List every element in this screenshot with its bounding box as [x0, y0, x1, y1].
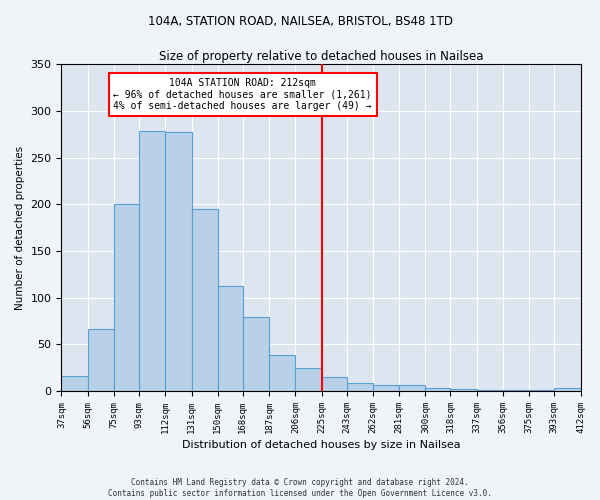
Text: 104A STATION ROAD: 212sqm
← 96% of detached houses are smaller (1,261)
4% of sem: 104A STATION ROAD: 212sqm ← 96% of detac… [113, 78, 372, 112]
Bar [476, 390, 503, 391]
Bar [503, 390, 529, 391]
Bar [114, 204, 139, 391]
Bar [295, 368, 322, 391]
Y-axis label: Number of detached properties: Number of detached properties [15, 146, 25, 310]
X-axis label: Distribution of detached houses by size in Nailsea: Distribution of detached houses by size … [182, 440, 460, 450]
Bar [529, 390, 554, 391]
Bar [399, 386, 425, 391]
Bar [191, 209, 218, 391]
Bar [61, 376, 88, 391]
Bar [165, 132, 191, 391]
Bar [218, 286, 243, 391]
Bar [347, 382, 373, 391]
Title: Size of property relative to detached houses in Nailsea: Size of property relative to detached ho… [159, 50, 483, 63]
Bar [425, 388, 451, 391]
Bar [373, 384, 399, 391]
Bar [243, 318, 269, 391]
Bar [88, 328, 114, 391]
Text: 104A, STATION ROAD, NAILSEA, BRISTOL, BS48 1TD: 104A, STATION ROAD, NAILSEA, BRISTOL, BS… [148, 15, 452, 28]
Bar [322, 377, 347, 391]
Bar [139, 132, 165, 391]
Bar [554, 388, 581, 391]
Bar [269, 354, 295, 391]
Bar [451, 389, 476, 391]
Text: Contains HM Land Registry data © Crown copyright and database right 2024.
Contai: Contains HM Land Registry data © Crown c… [108, 478, 492, 498]
